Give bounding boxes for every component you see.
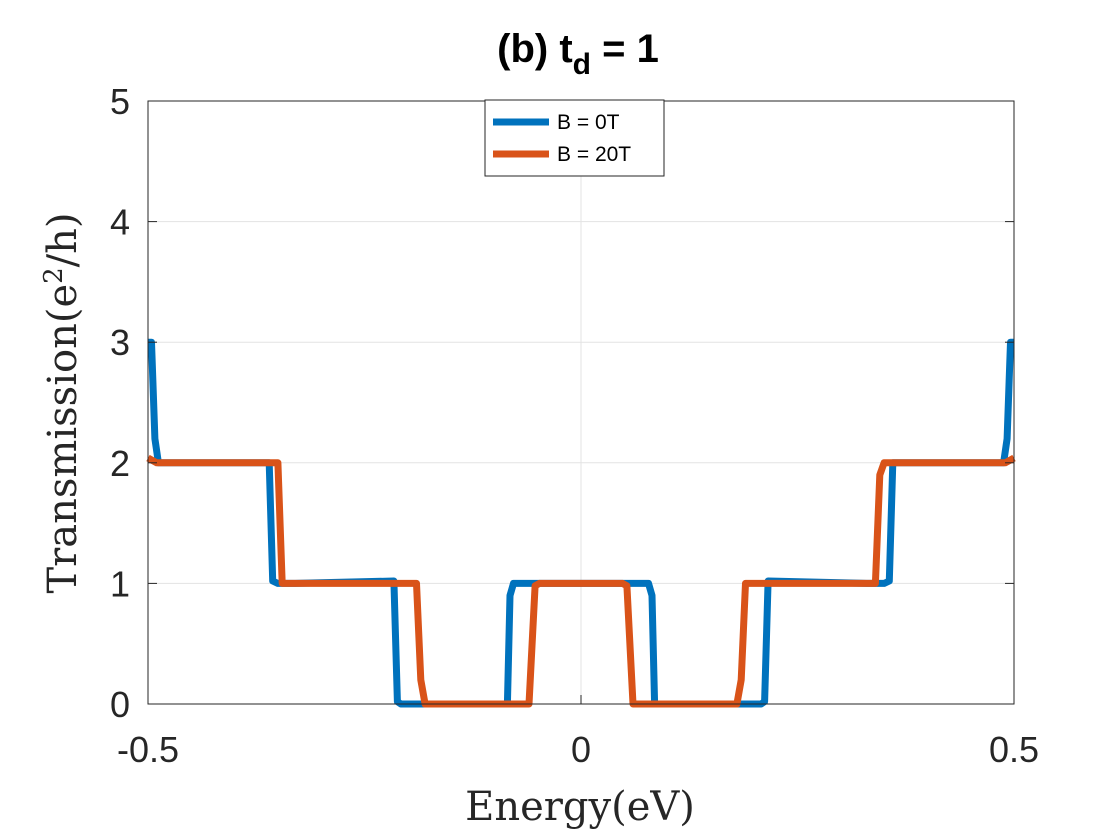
ylabel-superscript: 2 bbox=[39, 267, 69, 284]
y-tick-label: 0 bbox=[110, 684, 130, 725]
legend-label-1: B = 0T bbox=[557, 111, 620, 134]
legend: B = 0T B = 20T bbox=[484, 99, 665, 177]
y-tick-label: 3 bbox=[110, 322, 130, 363]
legend-box bbox=[484, 99, 665, 177]
y-tick-label: 2 bbox=[110, 443, 130, 484]
title-subscript: d bbox=[573, 48, 591, 81]
x-tick-label: -0.5 bbox=[117, 729, 179, 770]
y-tick-label: 1 bbox=[110, 563, 130, 604]
legend-label-2: B = 20T bbox=[557, 143, 631, 166]
title-main: (b) t bbox=[497, 27, 573, 71]
chart-title: (b) td = 1 bbox=[497, 27, 659, 81]
x-tick-label: 0 bbox=[571, 729, 591, 770]
y-tick-label: 4 bbox=[110, 202, 130, 243]
y-axis-label: Transmission(e2/h) bbox=[39, 212, 86, 593]
series-layer bbox=[146, 338, 1016, 708]
ticks bbox=[147, 100, 1015, 705]
grid bbox=[147, 100, 1015, 705]
y-tick-label: 5 bbox=[110, 81, 130, 122]
ylabel-suffix: /h) bbox=[40, 212, 86, 267]
ylabel-main: Transmission(e bbox=[40, 284, 86, 594]
title-suffix: = 1 bbox=[591, 27, 659, 71]
x-tick-label: 0.5 bbox=[989, 729, 1039, 770]
x-axis-label: Energy(eV) bbox=[465, 784, 695, 830]
series-line-2 bbox=[146, 454, 1016, 708]
